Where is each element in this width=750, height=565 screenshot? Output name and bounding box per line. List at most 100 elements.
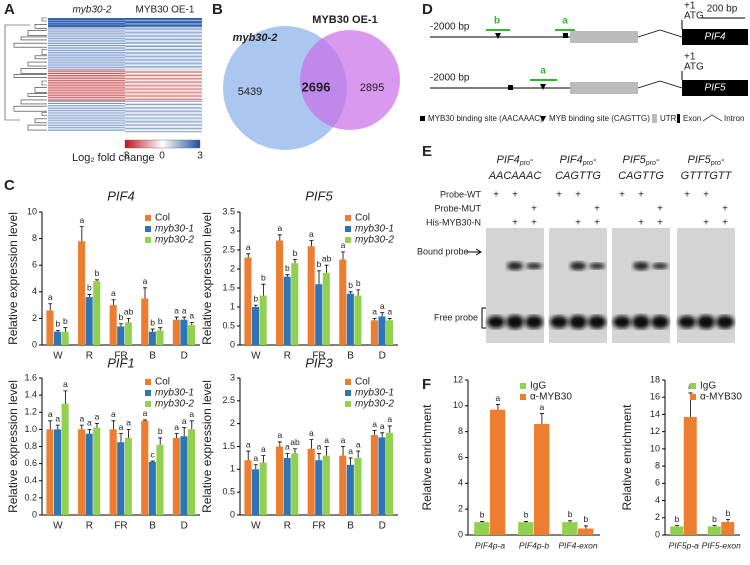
tss-label: +1 (684, 52, 696, 63)
colorbar-tick: -3 (121, 151, 130, 162)
scale-label: 200 bp (707, 4, 738, 15)
significance-letter: b (293, 248, 298, 258)
significance-letter: b (119, 312, 124, 322)
significance-letter: a (285, 442, 290, 452)
x-tick-label: PIF4-exon (558, 540, 597, 550)
significance-letter: a (174, 422, 179, 432)
significance-letter: a (277, 223, 282, 233)
significance-letter: b (348, 280, 353, 290)
heat-cell (48, 22, 125, 24)
heat-cell (48, 42, 125, 45)
error-bar (126, 428, 131, 438)
significance-letter: a (380, 301, 385, 311)
legend-swatch (520, 383, 526, 389)
y-tick-label: 12 (650, 426, 660, 436)
bar (61, 331, 69, 345)
significance-letter: a (309, 428, 314, 438)
significance-letter: b (584, 514, 589, 524)
heat-cell (48, 26, 125, 28)
gene-name: PIF4 (704, 32, 726, 43)
heat-cell (48, 73, 125, 76)
chart-title: PIF1 (107, 355, 134, 370)
heat-cell (48, 93, 125, 95)
band (570, 261, 586, 271)
heat-cell (125, 48, 202, 50)
significance-letter: a (277, 430, 282, 440)
dendro-branch (27, 124, 47, 131)
panel-d: D 200 bp -2000 bp +1 ATG PIF4 b a -2000 … (420, 1, 748, 123)
bar (54, 429, 62, 515)
x-tick-label: W (251, 351, 261, 362)
panel-label: C (4, 177, 15, 194)
exon (682, 29, 748, 45)
x-tick-label: R (86, 521, 93, 532)
heat-cell (48, 35, 125, 37)
bar (721, 522, 735, 535)
heat-cell (48, 38, 125, 41)
error-bar (568, 520, 573, 523)
y-tick-label: 8 (32, 233, 37, 243)
myb30-site (563, 33, 568, 38)
heat-cell (48, 31, 125, 33)
heat-cell (125, 125, 202, 128)
heat-cell (125, 79, 202, 81)
significance-letter: a (79, 215, 84, 225)
significance-letter: a (87, 418, 92, 428)
separator: - (721, 154, 725, 166)
heat-cell (48, 96, 125, 99)
myb-site (495, 33, 501, 39)
heat-cell (48, 51, 125, 53)
panel-label: E (422, 143, 432, 160)
y-axis-label: Relative expression level (200, 212, 214, 345)
bound-label: Bound probe (417, 246, 469, 256)
heat-cell (48, 79, 125, 81)
heat-cell (48, 44, 125, 47)
heat-cell (125, 127, 202, 130)
significance-letter: a (341, 435, 346, 445)
legend-key (652, 114, 657, 123)
legend-label: myb30-1 (355, 388, 394, 399)
intron (637, 80, 683, 89)
heat-cell (48, 30, 125, 32)
error-bar (480, 521, 485, 523)
x-tick-label: FR (312, 351, 325, 362)
y-tick-label: 10 (453, 400, 463, 410)
heat-cell (125, 57, 202, 59)
motif: AACAAAC (488, 170, 542, 182)
heat-cell (125, 32, 202, 34)
significance-letter: a (79, 413, 84, 423)
significance-letter: a (246, 439, 251, 449)
heat-cell (125, 111, 202, 113)
error-bar (356, 450, 361, 458)
sign: + (722, 204, 728, 215)
bar (339, 455, 347, 515)
heat-cell (125, 97, 202, 100)
dendro-branch (41, 80, 47, 86)
significance-letter: a (356, 439, 361, 449)
heat-cell (125, 98, 202, 101)
bar (141, 420, 149, 515)
heat-cell (48, 95, 125, 98)
legend-swatch (345, 390, 351, 396)
x-tick-label: B (149, 351, 156, 362)
significance-letter: a (119, 422, 124, 432)
sign: + (531, 204, 537, 215)
heat-cell (48, 43, 125, 46)
y-tick-label: 1.4 (24, 390, 37, 400)
sign: + (493, 190, 499, 201)
heat-cell (125, 47, 202, 49)
y-tick-label: 1 (230, 301, 235, 311)
sign: + (722, 218, 728, 229)
y-tick-label: 1 (230, 464, 235, 474)
sign: + (657, 218, 663, 229)
subscript: pro (582, 160, 593, 167)
significance-letter: a (55, 413, 60, 423)
column-label: MYB30 OE-1 (136, 5, 195, 16)
heat-cell (48, 20, 125, 22)
heat-cell (48, 110, 125, 112)
count: 5439 (238, 86, 262, 98)
sign: + (594, 204, 600, 215)
significance-letter: b (95, 268, 100, 278)
probe-name: PIF4pro- (559, 154, 596, 167)
sign: + (657, 204, 663, 215)
